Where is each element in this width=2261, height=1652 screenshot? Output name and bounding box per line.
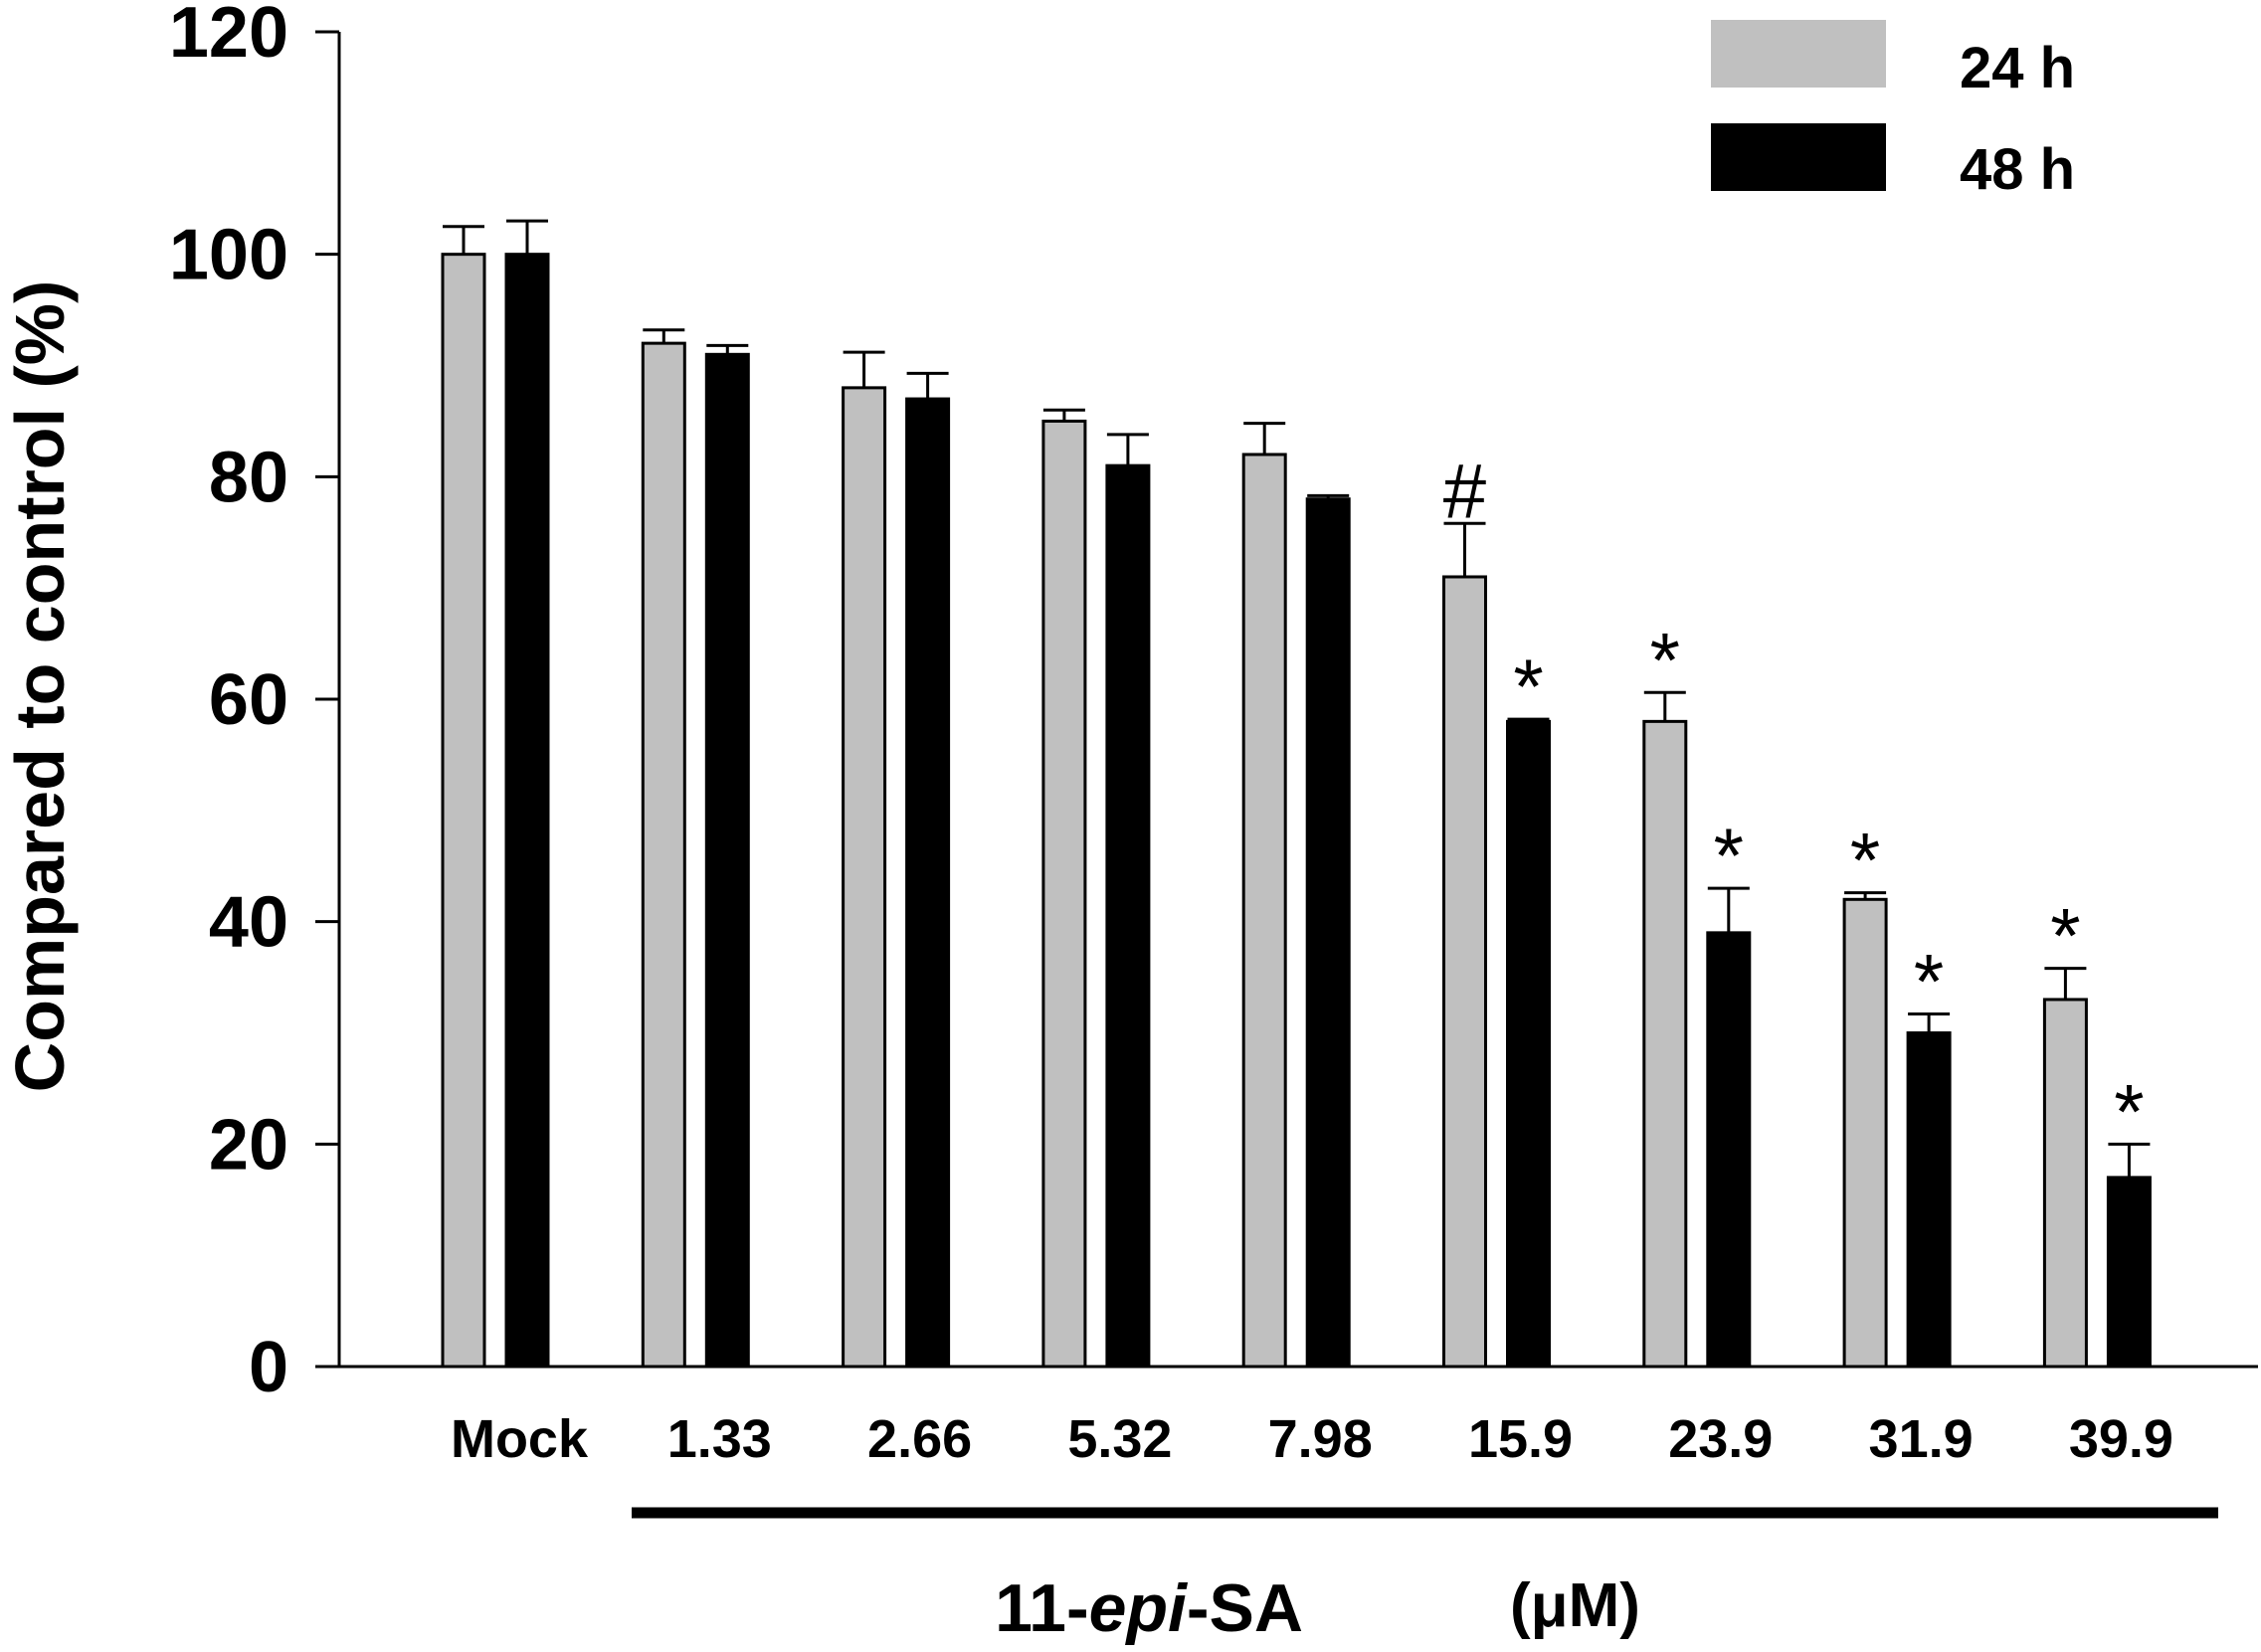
y-tick-label: 100 [169, 216, 288, 295]
x-tick-label: 39.9 [2069, 1409, 2173, 1469]
bar [1241, 453, 1287, 1369]
legend-label-24h: 24 h [1960, 36, 2075, 100]
bar [1105, 463, 1151, 1369]
significance-asterisk: * [2114, 1067, 2144, 1155]
y-tick-label: 60 [209, 660, 288, 740]
x-tick-label: 15.9 [1468, 1409, 1573, 1469]
bar [1642, 719, 1688, 1369]
significance-asterisk: * [1914, 937, 1944, 1024]
legend-swatch-48h [1711, 123, 1886, 191]
y-tick-label: 120 [169, 0, 288, 73]
group-title-italic: epi [1089, 1570, 1189, 1646]
group-title-suffix: -SA [1187, 1570, 1303, 1646]
significance-asterisk: * [2050, 892, 2080, 980]
x-axis: Mock 1.33 2.66 5.32 7.98 15.9 23.9 31.9 39.9 [315, 1365, 2258, 1469]
bar [842, 386, 887, 1369]
y-tick-label: 40 [209, 883, 288, 963]
bar [1442, 575, 1487, 1369]
bar [1506, 719, 1551, 1369]
group-title: 11-epi-SA [995, 1570, 1303, 1646]
error-bars [443, 219, 2151, 1178]
bar [441, 253, 486, 1369]
bar [1842, 897, 1888, 1369]
x-tick-label: 23.9 [1668, 1409, 1773, 1469]
significance-asterisk: * [1513, 642, 1543, 730]
bar [905, 397, 951, 1369]
group-unit: (μM) [1510, 1571, 1640, 1640]
bars [441, 253, 2152, 1369]
significance-asterisk: * [1650, 616, 1680, 703]
bar [2106, 1176, 2152, 1369]
bar [641, 341, 686, 1369]
x-tick-label: 2.66 [867, 1409, 972, 1469]
x-tick-label: Mock [451, 1409, 589, 1469]
y-axis: 0 20 40 60 80 100 120 [169, 0, 341, 1407]
bar [1906, 1031, 1952, 1369]
y-tick-label: 20 [209, 1105, 288, 1185]
bar [704, 352, 750, 1369]
x-tick-label: 31.9 [1869, 1409, 1974, 1469]
significance-asterisk: * [1850, 817, 1880, 904]
y-tick-label: 0 [249, 1328, 288, 1407]
significance-asterisk: * [1714, 812, 1744, 899]
bar [1305, 497, 1351, 1369]
group-title-prefix: 11- [995, 1570, 1089, 1646]
x-tick-label: 7.98 [1268, 1409, 1373, 1469]
legend-label-48h: 48 h [1960, 137, 2075, 202]
y-axis-title: Compared to control (%) [1, 280, 79, 1093]
x-tick-label: 5.32 [1067, 1409, 1172, 1469]
bar [1041, 419, 1087, 1369]
bar [504, 253, 550, 1369]
significance-markers: # * * * * * * * [1443, 447, 2145, 1155]
y-tick-label: 80 [209, 438, 288, 517]
legend-swatch-24h [1711, 20, 1886, 88]
legend: 24 h 48 h [1711, 20, 2075, 202]
bar [2042, 998, 2088, 1369]
x-tick-label: 1.33 [667, 1409, 772, 1469]
bar [1706, 931, 1752, 1369]
significance-hash: # [1443, 447, 1486, 534]
